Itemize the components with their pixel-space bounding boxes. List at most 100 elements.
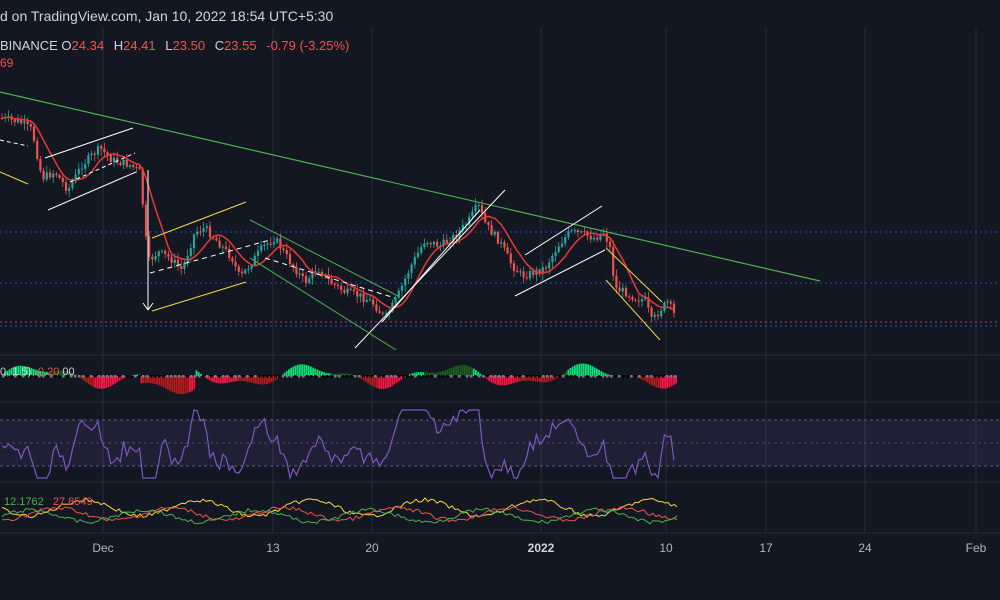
arrow-head <box>147 302 154 311</box>
squeeze-bar <box>362 376 365 381</box>
squeeze-bar <box>521 376 523 382</box>
squeeze-dot <box>114 375 117 378</box>
candle-body <box>256 250 260 256</box>
squeeze-bar <box>61 370 64 376</box>
squeeze-dot <box>662 375 665 378</box>
squeeze-dot <box>378 375 381 378</box>
squeeze-bar <box>182 376 185 395</box>
candle-body <box>77 168 80 175</box>
ohlc-legend: BINANCE O24.34 H24.41 L23.50 C23.55 -0.7… <box>0 38 355 53</box>
candle-body <box>205 226 208 229</box>
squeeze-bar <box>395 376 398 383</box>
squeeze-bar <box>538 376 541 383</box>
squeeze-bar <box>530 376 532 381</box>
candle-body <box>576 230 580 233</box>
candle-body <box>154 256 157 260</box>
squeeze-bar <box>490 376 493 383</box>
squeeze-bar <box>59 370 61 376</box>
squeeze-bar <box>85 376 88 383</box>
squeeze-bar <box>68 371 70 376</box>
squeeze-bar <box>81 376 83 380</box>
candle-body <box>279 238 282 249</box>
candle-body <box>138 167 141 169</box>
squeeze-bar <box>228 376 231 383</box>
candle-body <box>292 264 295 267</box>
candle-body <box>404 278 407 286</box>
squeeze-dot <box>434 375 437 378</box>
candle-body <box>509 253 512 264</box>
candle-body <box>400 285 404 291</box>
squeeze-dot <box>122 375 125 378</box>
squeeze-dot <box>98 375 101 378</box>
squeeze-dot <box>606 375 609 378</box>
squeeze-dot <box>102 375 105 378</box>
squeeze-dot <box>542 375 545 378</box>
squeeze-dot <box>58 375 61 378</box>
squeeze-bar <box>257 376 259 385</box>
squeeze-bar <box>340 373 343 376</box>
squeeze-dot <box>350 375 353 378</box>
candle-body <box>84 163 87 169</box>
candle-body <box>442 239 445 246</box>
candle-body <box>365 299 368 302</box>
squeeze-bar <box>52 371 55 376</box>
channel-line <box>354 189 506 349</box>
squeeze-bar <box>426 372 429 376</box>
squeeze-bar <box>468 366 471 376</box>
candle-body <box>80 168 84 170</box>
candle-body <box>647 297 650 308</box>
squeeze-dot <box>482 375 485 378</box>
squeeze-legend: 0, 1.5) -0.20 00 <box>0 366 75 378</box>
squeeze-bar <box>351 374 354 376</box>
squeeze-bar <box>459 365 462 376</box>
squeeze-dot <box>26 375 29 378</box>
squeeze-bar <box>314 368 317 376</box>
squeeze-bar <box>580 363 583 376</box>
squeeze-bar <box>442 371 444 376</box>
squeeze-dot <box>250 375 253 378</box>
squeeze-dot <box>674 375 677 378</box>
squeeze-bar <box>600 371 603 376</box>
candle-body <box>170 256 173 263</box>
squeeze-dot <box>70 375 73 378</box>
candle-body <box>532 270 535 275</box>
squeeze-bar <box>255 376 257 384</box>
squeeze-dot <box>54 375 57 378</box>
candle-body <box>288 254 292 265</box>
squeeze-bar <box>393 376 396 385</box>
chart-watermark-header: d on TradingView.com, Jan 10, 2022 18:54… <box>0 8 333 24</box>
squeeze-bar <box>664 376 666 389</box>
header-text: d on TradingView.com, Jan 10, 2022 18:54… <box>0 8 334 24</box>
candle-body <box>176 259 180 266</box>
squeeze-bar <box>244 376 246 382</box>
squeeze-bar <box>41 371 44 376</box>
squeeze-dot <box>218 375 221 378</box>
candle-body <box>58 175 61 178</box>
squeeze-bar <box>585 363 587 376</box>
squeeze-bar <box>552 376 554 381</box>
ma-value-label: 69 <box>0 56 14 70</box>
candle-body <box>631 296 634 300</box>
squeeze-bar <box>21 365 24 376</box>
candle-body <box>461 224 464 231</box>
green-channel-line <box>249 257 397 351</box>
squeeze-bar <box>39 370 42 376</box>
candle-body <box>634 299 637 301</box>
candle-body <box>20 119 23 124</box>
candle-body <box>615 275 618 288</box>
squeeze-dot <box>514 375 517 378</box>
candle-body <box>666 301 669 303</box>
squeeze-dot <box>166 375 169 378</box>
squeeze-bar <box>285 370 288 376</box>
grid-lines <box>0 28 1000 532</box>
squeeze-dot <box>414 375 417 378</box>
squeeze-dot <box>22 375 25 378</box>
squeeze-bar <box>503 376 506 386</box>
squeeze-bar <box>563 373 565 376</box>
squeeze-dot <box>118 375 121 378</box>
squeeze-momentum-panel <box>2 363 677 395</box>
squeeze-dot <box>362 375 365 378</box>
squeeze-bar <box>336 373 339 376</box>
squeeze-bar <box>391 376 394 386</box>
